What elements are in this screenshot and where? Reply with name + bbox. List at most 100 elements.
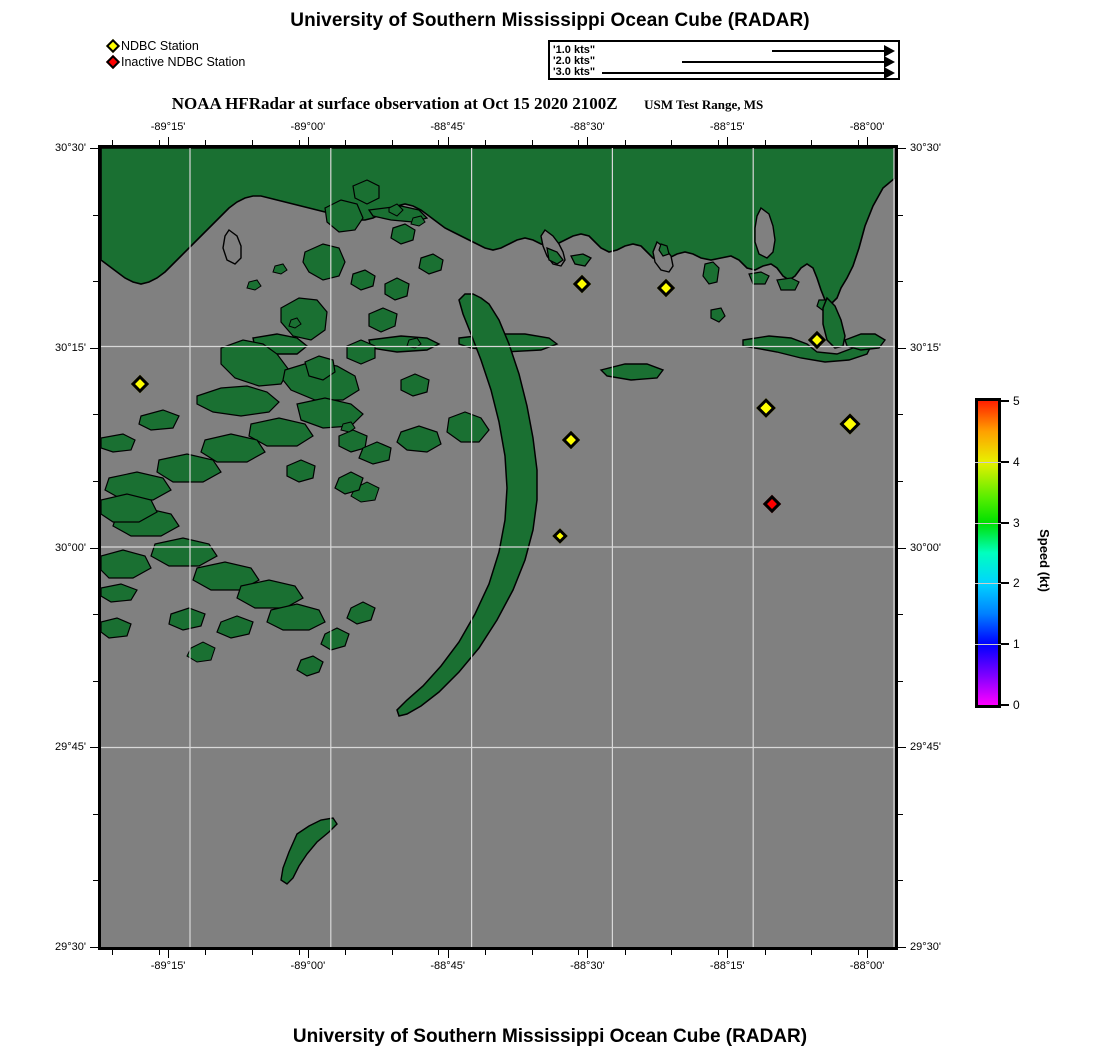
delta-islets [186, 203, 426, 663]
colorbar-label-2: 2 [1013, 576, 1020, 591]
colorbar-tick-2 [1001, 582, 1009, 585]
velocity-arrow-line-2 [682, 61, 887, 63]
x-minor-tick-bottom [578, 950, 580, 955]
y-minor-tick-right [898, 281, 903, 283]
delta-marsh-cluster [101, 179, 444, 639]
y-axis-label-right-2: 30°00' [910, 541, 941, 554]
y-axis-label-left-4: 29°30' [55, 941, 86, 953]
spit-north-2 [546, 246, 564, 265]
x-minor-tick-bottom [438, 950, 440, 955]
x-major-tick-bottom-3 [587, 950, 589, 958]
colorbar-label-4: 4 [1013, 454, 1020, 469]
x-axis-label-bottom-2: -88°45' [430, 960, 465, 972]
legend-item-ndbc-station: NDBC Station [105, 38, 245, 53]
y-minor-tick-right [898, 947, 903, 948]
y-major-tick-0 [90, 148, 98, 149]
legend-label-inactive: Inactive NDBC Station [121, 54, 246, 69]
x-minor-tick-bottom [717, 950, 719, 955]
y-axis-label-right-4: 29°30' [910, 941, 941, 953]
y-major-tick-2 [90, 547, 98, 549]
x-minor-tick-bottom [251, 950, 253, 955]
x-minor-tick-bottom [811, 950, 813, 955]
velocity-scale-row-2: '2.0 kts" [550, 55, 898, 68]
x-axis-label-bottom-4: -88°15' [709, 960, 745, 972]
coastline-layer [101, 148, 895, 947]
x-major-tick-1 [307, 137, 309, 145]
island-small-n1 [702, 261, 720, 285]
x-minor-tick-bottom [205, 950, 207, 955]
colorbar-tick-4 [1001, 460, 1009, 463]
colorbar-gradient [975, 398, 1001, 708]
footer-title: University of Southern Mississippi Ocean… [292, 1026, 808, 1047]
island-petit-bois [599, 363, 665, 381]
colorbar-inner-tick-3 [975, 522, 1001, 524]
x-major-tick-bottom-5 [867, 950, 869, 958]
velocity-arrow-line-1 [772, 50, 887, 52]
island-small-n3 [748, 271, 770, 285]
bay-saint-louis [222, 228, 242, 265]
x-minor-tick-bottom [298, 950, 300, 955]
y-major-tick-right-4 [898, 947, 906, 948]
island-small-n2 [658, 243, 670, 257]
velocity-arrow-head-2 [884, 56, 895, 68]
y-major-tick-right-1 [898, 347, 906, 349]
colorbar-inner-tick-2 [975, 583, 1001, 585]
x-axis-label-top-3: -88°30' [570, 121, 605, 133]
station-legend: NDBC Station Inactive NDBC Station [105, 38, 246, 70]
colorbar-label-3: 3 [1013, 515, 1020, 530]
page-title: University of Southern Mississippi Ocean… [290, 10, 810, 31]
island-small-n4 [776, 277, 800, 291]
map-subtitle: NOAA HFRadar at surface observation at O… [0, 94, 935, 114]
y-major-tick-1 [90, 347, 98, 349]
x-axis-label-bottom-5: -88°00' [849, 960, 885, 972]
legend-label-active: NDBC Station [121, 38, 199, 53]
legend-item-inactive-ndbc-station: Inactive NDBC Station [105, 54, 246, 69]
colorbar-label-1: 1 [1013, 637, 1020, 652]
y-axis-label-right-1: 30°15' [910, 341, 941, 354]
y-axis-label-right-0: 30°30' [910, 142, 941, 154]
y-major-tick-right-0 [898, 148, 906, 149]
velocity-scale-row-1: '1.0 kts" [550, 44, 898, 57]
velocity-arrow-head-3 [884, 67, 895, 79]
velocity-scale-label-3: '3.0 kts" [553, 66, 596, 78]
x-minor-tick-bottom [671, 950, 673, 955]
y-axis-label-right-3: 29°45' [910, 741, 941, 754]
y-minor-tick-right [898, 547, 903, 549]
colorbar-inner-tick-1 [975, 644, 1001, 646]
velocity-arrow-line-3 [602, 72, 887, 74]
land-mainland-north [101, 148, 895, 306]
y-minor-tick-right [898, 148, 903, 149]
x-minor-tick-bottom [857, 950, 859, 955]
y-minor-tick-right [898, 614, 903, 616]
colorbar-inner-tick-4 [975, 461, 1001, 463]
chandeleur-islands-arc [396, 293, 538, 717]
x-minor-tick-bottom [484, 950, 486, 955]
y-major-tick-3 [90, 747, 98, 749]
island-small-n5 [710, 307, 726, 323]
x-major-tick-0 [168, 137, 170, 145]
x-minor-tick-bottom [624, 950, 626, 955]
chandeleur-fringe [296, 411, 490, 677]
map-canvas[interactable] [98, 145, 898, 950]
island-ship [368, 335, 441, 353]
x-axis-label-bottom-1: -89°00' [290, 960, 326, 972]
x-axis-label-top-4: -88°15' [709, 121, 745, 133]
x-axis-label-top-0: -89°15' [150, 121, 186, 133]
y-axis-label-left-0: 30°30' [55, 142, 86, 154]
y-minor-tick-right [898, 414, 903, 416]
velocity-scale-label-2: '2.0 kts" [553, 55, 596, 67]
graticule [101, 148, 895, 947]
velocity-arrow-head-1 [884, 45, 895, 57]
velocity-scale-box: '1.0 kts" '2.0 kts" '3.0 kts" [548, 40, 900, 80]
spit-north-3 [570, 253, 592, 267]
x-minor-tick-bottom [764, 950, 766, 955]
y-axis-label-left-2: 30°00' [55, 541, 86, 554]
x-major-tick-bottom-2 [447, 950, 449, 958]
x-minor-tick-bottom [531, 950, 533, 955]
y-minor-tick-right [898, 214, 903, 216]
x-axis-label-bottom-3: -88°30' [570, 960, 605, 972]
x-major-tick-2 [447, 137, 449, 145]
island-breton [280, 817, 338, 885]
x-minor-tick-bottom [391, 950, 393, 955]
x-axis-label-top-5: -88°00' [849, 121, 885, 133]
